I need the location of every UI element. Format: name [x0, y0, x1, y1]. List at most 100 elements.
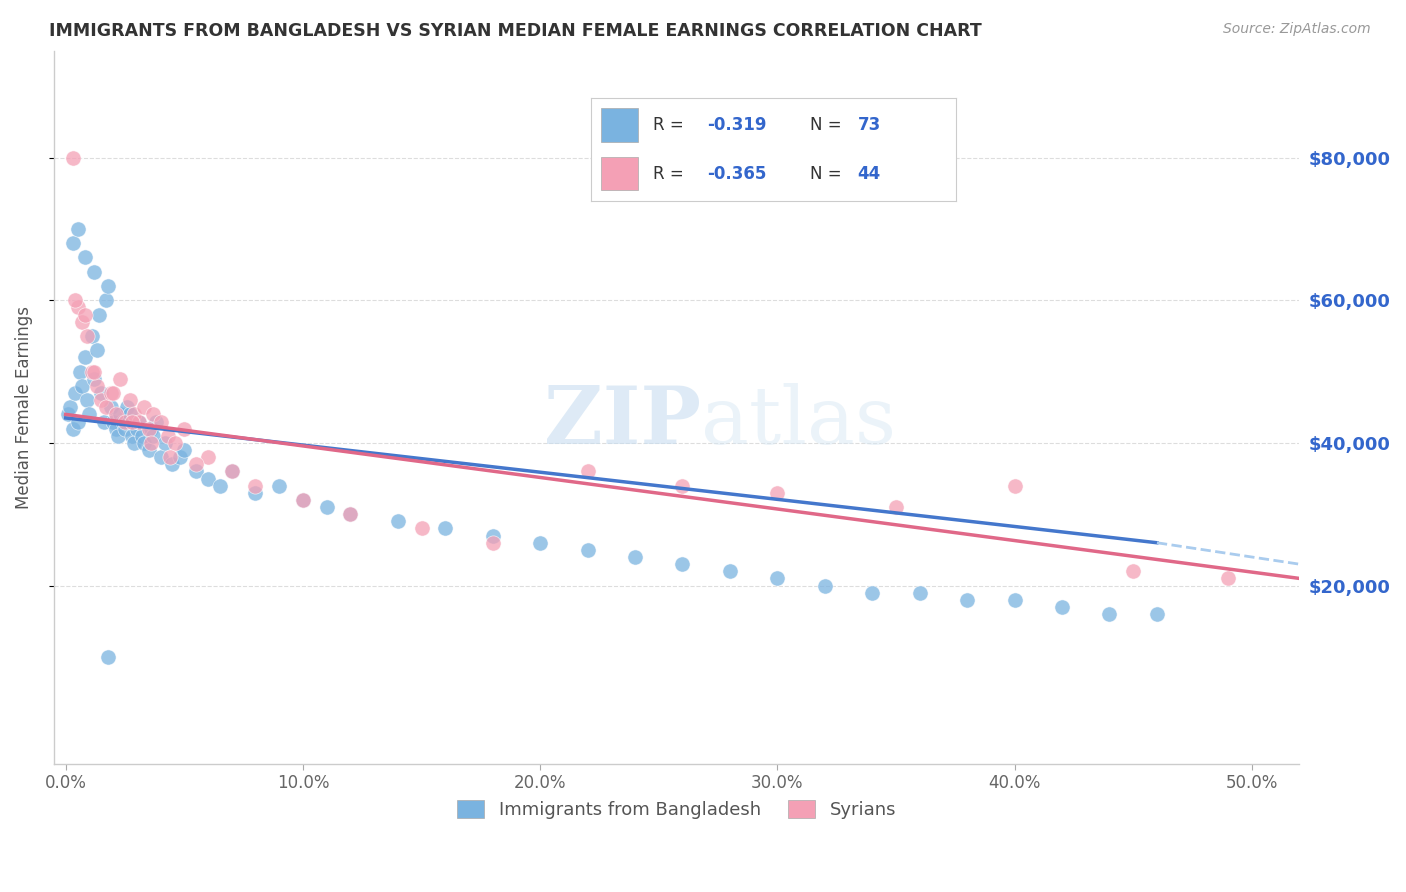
Point	[576, 465, 599, 479]
Point	[1216, 571, 1239, 585]
Point	[766, 571, 789, 585]
Point	[83, 265, 105, 279]
Point	[145, 415, 167, 429]
Point	[132, 436, 155, 450]
Point	[156, 429, 179, 443]
Legend: Immigrants from Bangladesh, Syrians: Immigrants from Bangladesh, Syrians	[450, 792, 903, 826]
Point	[814, 578, 837, 592]
Point	[186, 458, 208, 472]
Text: R =: R =	[652, 116, 689, 135]
Point	[173, 422, 195, 436]
Point	[100, 386, 122, 401]
Text: atlas: atlas	[702, 383, 897, 460]
Point	[529, 535, 551, 549]
Point	[245, 485, 267, 500]
Point	[142, 408, 165, 422]
Point	[481, 535, 503, 549]
Point	[62, 151, 84, 165]
Text: R =: R =	[652, 164, 689, 183]
Text: ZIP: ZIP	[544, 383, 702, 460]
Point	[132, 401, 155, 415]
Point	[576, 542, 599, 557]
Point	[411, 521, 433, 535]
Point	[208, 479, 231, 493]
Text: 73: 73	[858, 116, 880, 135]
Point	[124, 408, 146, 422]
Point	[110, 372, 132, 386]
Point	[83, 365, 105, 379]
Text: Source: ZipAtlas.com: Source: ZipAtlas.com	[1223, 22, 1371, 37]
Point	[860, 585, 883, 599]
Point	[87, 308, 110, 322]
Point	[956, 592, 979, 607]
Point	[90, 386, 112, 401]
Text: IMMIGRANTS FROM BANGLADESH VS SYRIAN MEDIAN FEMALE EARNINGS CORRELATION CHART: IMMIGRANTS FROM BANGLADESH VS SYRIAN MED…	[49, 22, 981, 40]
Point	[173, 443, 195, 458]
Point	[124, 436, 146, 450]
Point	[63, 386, 86, 401]
Point	[117, 401, 139, 415]
Point	[1098, 607, 1121, 621]
Y-axis label: Median Female Earnings: Median Female Earnings	[15, 306, 32, 508]
Point	[114, 415, 136, 429]
Point	[139, 436, 162, 450]
Point	[387, 514, 409, 528]
Point	[149, 450, 172, 465]
Point	[159, 450, 181, 465]
Point	[80, 365, 103, 379]
Point	[111, 415, 134, 429]
Point	[93, 415, 115, 429]
FancyBboxPatch shape	[602, 157, 638, 190]
Point	[138, 443, 160, 458]
Point	[1050, 599, 1073, 614]
Text: -0.319: -0.319	[707, 116, 768, 135]
Point	[114, 422, 136, 436]
Point	[72, 379, 94, 393]
Point	[128, 415, 150, 429]
Point	[128, 415, 150, 429]
Point	[69, 365, 91, 379]
FancyBboxPatch shape	[602, 109, 638, 142]
Text: N =: N =	[810, 164, 846, 183]
Point	[86, 379, 108, 393]
Point	[94, 293, 117, 308]
Point	[94, 401, 117, 415]
Point	[62, 236, 84, 251]
Point	[671, 557, 693, 571]
Point	[162, 458, 184, 472]
Point	[121, 415, 143, 429]
Point	[107, 429, 129, 443]
Point	[121, 429, 143, 443]
Point	[155, 436, 177, 450]
Point	[66, 222, 89, 236]
Point	[1004, 592, 1026, 607]
Point	[142, 429, 165, 443]
Point	[197, 450, 219, 465]
Point	[76, 329, 98, 343]
Point	[80, 329, 103, 343]
Text: N =: N =	[810, 116, 846, 135]
Point	[221, 465, 243, 479]
Point	[221, 465, 243, 479]
Point	[1122, 564, 1144, 578]
Point	[1146, 607, 1168, 621]
Point	[125, 422, 148, 436]
Point	[269, 479, 291, 493]
Point	[163, 436, 186, 450]
Point	[339, 507, 361, 521]
Point	[66, 415, 89, 429]
Point	[83, 372, 105, 386]
Point	[56, 408, 79, 422]
Point	[73, 251, 96, 265]
Point	[90, 393, 112, 408]
Point	[86, 343, 108, 358]
Point	[101, 386, 124, 401]
Point	[718, 564, 741, 578]
Point	[101, 415, 124, 429]
Point	[481, 528, 503, 542]
Text: -0.365: -0.365	[707, 164, 766, 183]
Point	[169, 450, 191, 465]
Point	[73, 308, 96, 322]
Point	[72, 315, 94, 329]
Point	[104, 408, 127, 422]
